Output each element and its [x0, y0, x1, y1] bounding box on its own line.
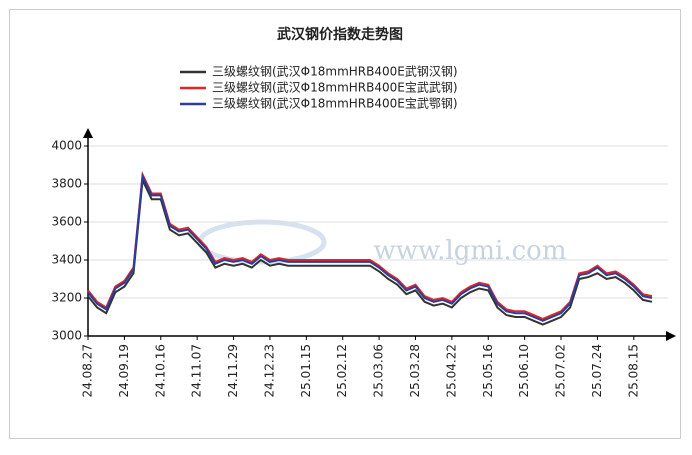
y-tick-label: 3000	[51, 329, 82, 343]
x-tick-label: 25.07.24	[590, 344, 604, 397]
x-tick-label: 24.11.07	[190, 344, 204, 397]
x-tick-label: 24.09.19	[117, 344, 131, 397]
chart-title: 武汉钢价指数走势图	[277, 26, 403, 43]
legend-label: 三级螺纹钢(武汉Φ18mmHRB400E武钢汉钢)	[212, 65, 458, 79]
x-tick-label: 25.07.02	[554, 344, 568, 397]
x-tick-label: 25.02.12	[335, 344, 349, 397]
x-tick-label: 24.10.16	[153, 344, 167, 397]
watermark: www.lgmi.com	[373, 236, 566, 266]
x-tick-label: 25.05.16	[481, 344, 495, 397]
x-axis-arrow	[666, 331, 676, 341]
x-tick-label: 25.04.22	[444, 344, 458, 397]
y-axis-arrow	[83, 128, 93, 138]
y-tick-label: 3800	[51, 177, 82, 191]
y-tick-label: 3600	[51, 215, 82, 229]
x-tick-label: 25.01.15	[299, 344, 313, 397]
x-tick-label: 24.12.23	[262, 344, 276, 397]
legend-label: 三级螺纹钢(武汉Φ18mmHRB400E宝武鄂钢)	[212, 97, 458, 111]
line-series	[87, 172, 653, 322]
line-series	[87, 176, 653, 326]
y-tick-label: 3200	[51, 291, 82, 305]
y-tick-label: 3400	[51, 253, 82, 267]
x-tick-label: 25.08.15	[626, 344, 640, 397]
chart-frame	[9, 9, 681, 439]
line-series	[87, 170, 653, 320]
x-tick-label: 24.08.27	[81, 344, 95, 397]
y-tick-label: 4000	[51, 139, 82, 153]
x-tick-label: 25.06.10	[517, 344, 531, 397]
x-tick-label: 25.03.28	[408, 344, 422, 397]
x-tick-label: 25.03.06	[372, 344, 386, 397]
legend-label: 三级螺纹钢(武汉Φ18mmHRB400E宝武武钢)	[212, 81, 458, 95]
x-tick-label: 24.11.29	[226, 344, 240, 397]
